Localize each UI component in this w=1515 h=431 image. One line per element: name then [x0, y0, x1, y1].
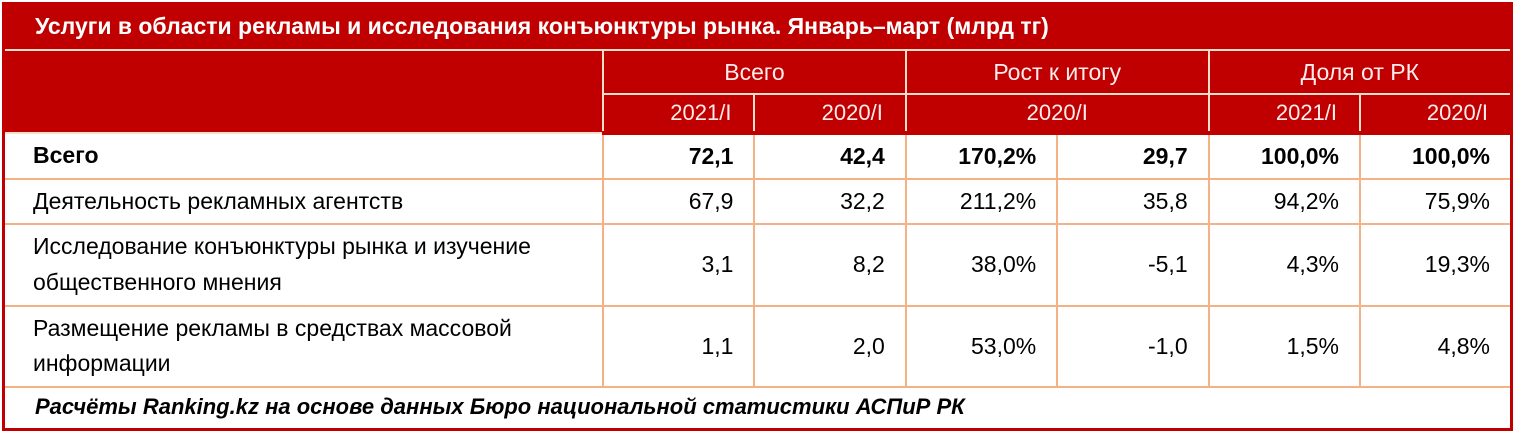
- cell-rost-abs: 29,7: [1056, 132, 1210, 180]
- table-footer: Расчёты Ranking.kz на основе данных Бюро…: [3, 385, 1512, 430]
- cell-rost-abs: -5,1: [1056, 223, 1210, 307]
- cell-vsego-2021: 1,1: [602, 304, 756, 388]
- cell-vsego-2021: 3,1: [602, 223, 756, 307]
- cell-dolya-2020: 75,9%: [1359, 177, 1513, 226]
- table-row-advertising-agencies: Деятельность рекламных агентств 67,9 32,…: [2, 177, 1513, 226]
- column-group-vsego: Всего: [602, 49, 907, 95]
- table-body: Всего 72,1 42,4 170,2% 29,7 100,0% 100,0…: [2, 132, 1513, 388]
- cell-vsego-2021: 67,9: [602, 177, 756, 226]
- cell-vsego-2020: 8,2: [753, 223, 907, 307]
- cell-dolya-2021: 100,0%: [1207, 132, 1362, 180]
- column-group-row: Всего Рост к итогу Доля от РК: [2, 49, 1513, 134]
- table-row-market-research: Исследование конъюнктуры рынка и изучени…: [2, 223, 1513, 307]
- table-row-media-placement: Размещение рекламы в средствах массовой …: [2, 304, 1513, 388]
- table-header: Услуги в области рекламы и исследования …: [2, 3, 1513, 135]
- row-label: Размещение рекламы в средствах массовой …: [2, 304, 605, 388]
- source-note: Расчёты Ranking.kz на основе данных Бюро…: [3, 385, 1512, 430]
- row-label: Деятельность рекламных агентств: [2, 177, 605, 226]
- cell-rost-pct: 170,2%: [904, 132, 1059, 180]
- cell-dolya-2021: 4,3%: [1207, 223, 1362, 307]
- row-label: Исследование конъюнктуры рынка и изучени…: [2, 223, 605, 307]
- cell-vsego-2020: 32,2: [753, 177, 907, 226]
- cell-dolya-2021: 94,2%: [1207, 177, 1362, 226]
- cell-rost-abs: -1,0: [1056, 304, 1210, 388]
- table-title: Услуги в области рекламы и исследования …: [3, 3, 1512, 51]
- column-subheader-row: 2021/I 2020/I 2020/I 2021/I 2020/I: [4, 93, 1513, 135]
- table-row-total: Всего 72,1 42,4 170,2% 29,7 100,0% 100,0…: [2, 132, 1513, 180]
- cell-rost-pct: 38,0%: [904, 223, 1059, 307]
- column-group-rost-k-itogu: Рост к итогу: [904, 49, 1210, 95]
- cell-rost-pct: 53,0%: [904, 304, 1059, 388]
- cell-dolya-2020: 4,8%: [1359, 304, 1513, 388]
- cell-rost-abs: 35,8: [1056, 177, 1210, 226]
- row-label: Всего: [2, 132, 605, 180]
- footer-row: Расчёты Ranking.kz на основе данных Бюро…: [3, 385, 1512, 430]
- stub-cell: [2, 49, 605, 134]
- title-row: Услуги в области рекламы и исследования …: [3, 3, 1512, 51]
- column-group-dolya-ot-rk: Доля от РК: [1207, 49, 1513, 95]
- cell-vsego-2021: 72,1: [602, 132, 756, 180]
- cell-rost-pct: 211,2%: [904, 177, 1059, 226]
- cell-vsego-2020: 2,0: [753, 304, 907, 388]
- cell-vsego-2020: 42,4: [753, 132, 907, 180]
- col-header-vsego-2020: 2020/I: [753, 93, 907, 135]
- cell-dolya-2021: 1,5%: [1207, 304, 1362, 388]
- col-header-dolya-2020: 2020/I: [1359, 93, 1513, 135]
- col-header-dolya-2021: 2021/I: [1207, 93, 1362, 135]
- col-header-rost-2020: 2020/I: [904, 93, 1210, 135]
- col-header-vsego-2021: 2021/I: [602, 93, 756, 135]
- cell-dolya-2020: 100,0%: [1359, 132, 1513, 180]
- cell-dolya-2020: 19,3%: [1359, 223, 1513, 307]
